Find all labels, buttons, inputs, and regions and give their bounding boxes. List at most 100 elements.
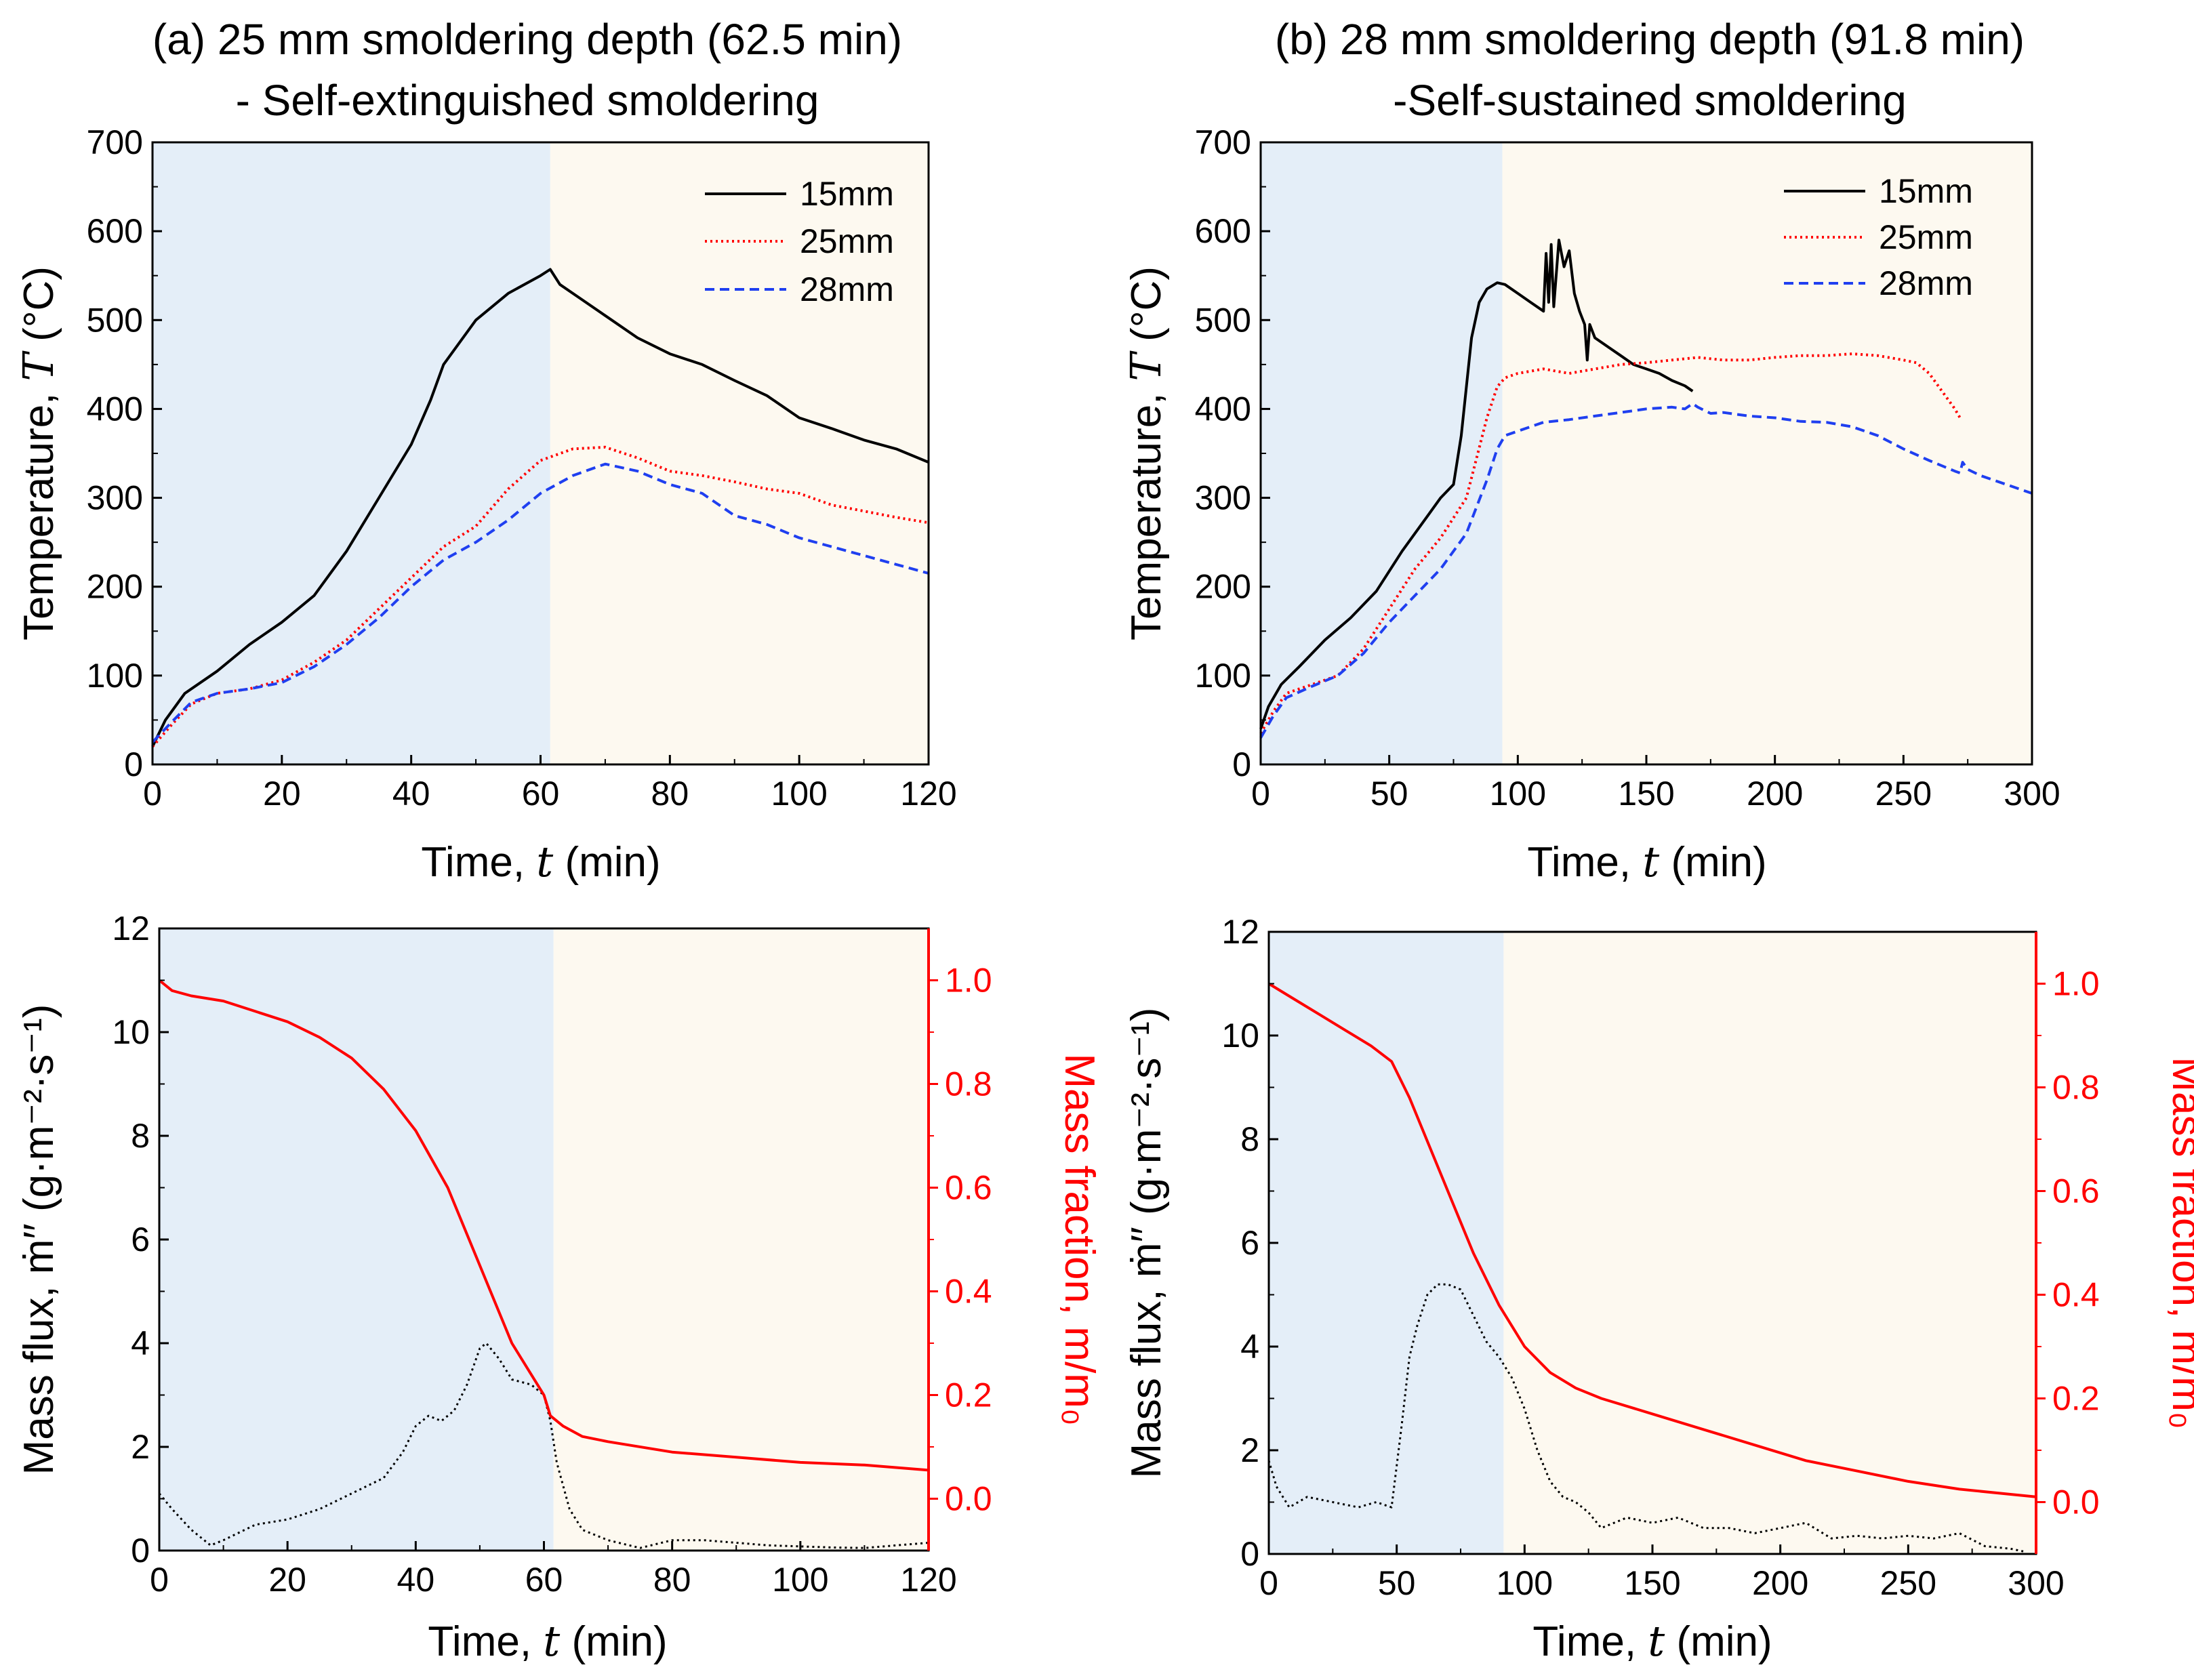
y-tick-label: 6 <box>131 1221 150 1258</box>
y-tick-label: 500 <box>87 301 143 339</box>
y-right-tick-label: 0.8 <box>945 1065 992 1103</box>
x-tick-label: 80 <box>653 1561 691 1599</box>
y-ticks: 0 100 200 300 400 500 600 700 <box>1195 123 1270 783</box>
x-axis-label: Time, t (min) <box>428 1616 667 1666</box>
y-right-tick-label: 0.0 <box>945 1480 992 1518</box>
y-tick-label: 0 <box>1240 1535 1259 1573</box>
x-tick-label: 0 <box>1259 1564 1278 1602</box>
y-tick-label: 0 <box>131 1532 150 1570</box>
legend: 15mm 25mm 28mm <box>1784 172 1973 302</box>
y-tick-label: 500 <box>1195 301 1251 339</box>
y-tick-label: 0 <box>1232 745 1251 783</box>
x-axis-label: Time, t (min) <box>1532 1616 1772 1666</box>
x-tick-label: 150 <box>1624 1564 1680 1602</box>
y-tick-label: 400 <box>87 390 143 428</box>
y-tick-label: 2 <box>131 1428 150 1466</box>
y-tick-label: 10 <box>1221 1017 1259 1054</box>
x-tick-label: 80 <box>651 775 689 813</box>
panel-a-top: (a) 25 mm smoldering depth (62.5 min) - … <box>14 15 957 886</box>
x-tick-label: 0 <box>143 775 162 813</box>
y-tick-label: 600 <box>1195 212 1251 250</box>
y-right-tick-label: 0.0 <box>2052 1483 2100 1521</box>
x-tick-label: 300 <box>2004 775 2060 813</box>
series-line-25mm <box>1259 352 1962 735</box>
x-tick-label: 0 <box>150 1561 169 1599</box>
y-tick-label: 100 <box>1195 657 1251 695</box>
x-tick-label: 120 <box>900 775 956 813</box>
y-tick-label: 200 <box>1195 568 1251 606</box>
series-line-15mm <box>151 268 929 747</box>
y-axis-label-right: Mass fraction, m/m₀ <box>1056 1053 1103 1425</box>
x-ticks: 0 20 40 60 80 100 120 <box>150 1541 957 1599</box>
y-axis-label-left: Mass flux, ṁ′′ (g·m⁻²·s⁻¹) <box>16 1004 62 1475</box>
phase-bg-early <box>1261 142 1503 764</box>
y-right-tick-label: 0.6 <box>2052 1172 2100 1210</box>
phase-bg-late <box>550 142 929 764</box>
legend-label-25mm: 25mm <box>800 222 894 260</box>
y-ticks-right: 0.0 0.2 0.4 0.6 0.8 1.0 <box>929 962 992 1518</box>
y-axis-label: Temperature, T (°C) <box>14 266 63 640</box>
y-ticks-right: 0.0 0.2 0.4 0.6 0.8 1.0 <box>2036 965 2100 1521</box>
y-tick-label: 700 <box>1195 123 1251 161</box>
legend: 15mm 25mm 28mm <box>705 175 894 308</box>
y-tick-label: 12 <box>112 909 150 947</box>
y-tick-label: 300 <box>87 479 143 517</box>
series-line-28mm <box>151 462 929 743</box>
x-tick-label: 200 <box>1752 1564 1808 1602</box>
series-line-mass-fraction <box>1267 982 2037 1498</box>
legend-label-28mm: 28mm <box>1879 264 1973 302</box>
phase-bg-late <box>1502 142 2032 764</box>
plot-frame <box>1259 141 2033 766</box>
x-tick-label: 100 <box>771 775 827 813</box>
legend-label-15mm: 15mm <box>1879 172 1973 210</box>
panel-a-title-line1: (a) 25 mm smoldering depth (62.5 min) <box>153 15 902 64</box>
y-right-tick-label: 0.2 <box>945 1376 992 1414</box>
y-tick-label: 6 <box>1240 1224 1259 1262</box>
series-line-25mm <box>151 445 929 748</box>
y-tick-label: 10 <box>112 1013 150 1051</box>
x-tick-label: 250 <box>1880 1564 1936 1602</box>
x-tick-label: 0 <box>1251 775 1270 813</box>
y-right-tick-label: 0.4 <box>945 1273 992 1311</box>
x-tick-label: 60 <box>522 775 560 813</box>
x-ticks: 0 20 40 60 80 100 120 <box>143 755 957 813</box>
y-right-tick-label: 0.4 <box>2052 1276 2100 1314</box>
y-right-tick-label: 1.0 <box>945 962 992 1000</box>
x-tick-label: 100 <box>772 1561 828 1599</box>
y-ticks-left: 0 2 4 6 8 10 12 <box>112 909 169 1570</box>
phase-bg-late <box>1503 932 2036 1554</box>
plot-frame <box>151 141 930 766</box>
legend-label-15mm: 15mm <box>800 175 894 213</box>
x-tick-label: 150 <box>1618 775 1674 813</box>
series-group <box>151 268 929 748</box>
legend-label-28mm: 28mm <box>800 270 894 308</box>
x-tick-label: 50 <box>1370 775 1408 813</box>
series-group <box>1267 982 2037 1553</box>
x-tick-label: 40 <box>392 775 430 813</box>
y-tick-label: 400 <box>1195 390 1251 428</box>
series-line-mass-fraction <box>158 979 929 1472</box>
series-line-15mm <box>1259 239 1694 730</box>
x-tick-label: 100 <box>1490 775 1546 813</box>
y-tick-label: 2 <box>1240 1431 1259 1469</box>
y-tick-label: 8 <box>131 1117 150 1155</box>
y-axis-label: Temperature, T (°C) <box>1121 266 1171 640</box>
y-axis-label-left: Mass flux, ṁ′′ (g·m⁻²·s⁻¹) <box>1123 1008 1170 1479</box>
x-tick-label: 250 <box>1875 775 1932 813</box>
y-tick-label: 100 <box>87 657 143 695</box>
x-tick-label: 60 <box>525 1561 563 1599</box>
y-tick-label: 4 <box>131 1324 150 1362</box>
legend-label-25mm: 25mm <box>1879 218 1973 256</box>
y-right-tick-label: 0.2 <box>2052 1380 2100 1418</box>
y-axis-label-right: Mass fraction, m/m₀ <box>2163 1057 2194 1429</box>
y-tick-label: 4 <box>1240 1328 1259 1366</box>
series-line-28mm <box>1259 402 2033 739</box>
panel-b-title-line1: (b) 28 mm smoldering depth (91.8 min) <box>1275 15 2025 64</box>
y-tick-label: 200 <box>87 568 143 606</box>
x-tick-label: 20 <box>268 1561 306 1599</box>
y-tick-label: 0 <box>124 745 143 783</box>
x-tick-label: 40 <box>397 1561 435 1599</box>
